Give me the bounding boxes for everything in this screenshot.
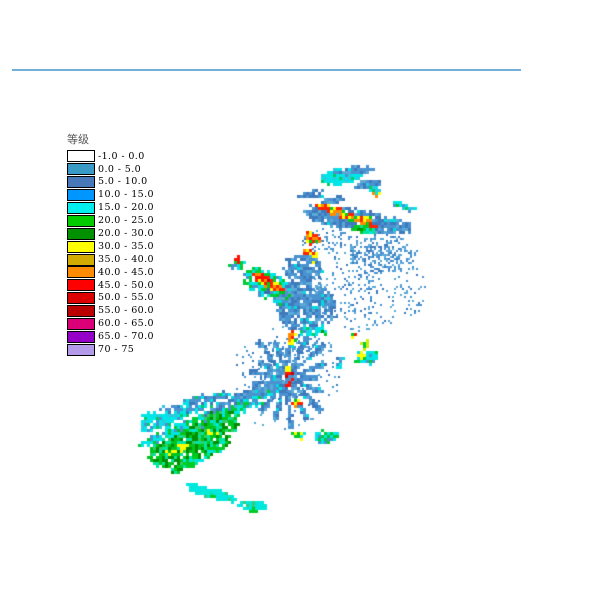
legend-row: 15.0 - 20.0 [67, 202, 154, 215]
legend-row: 70 - 75 [67, 343, 154, 356]
legend-swatch [67, 253, 95, 266]
legend-row: 20.0 - 25.0 [67, 214, 154, 227]
legend-row: 60.0 - 65.0 [67, 318, 154, 331]
legend-row: 50.0 - 55.0 [67, 292, 154, 305]
legend-label: 15.0 - 20.0 [98, 202, 154, 214]
legend-row: 30.0 - 35.0 [67, 240, 154, 253]
legend-row: 40.0 - 45.0 [67, 266, 154, 279]
legend-label: 50.0 - 55.0 [98, 292, 154, 304]
legend-swatch [67, 163, 95, 176]
legend-swatch [67, 189, 95, 202]
legend-swatch [67, 202, 95, 214]
legend-label: 5.0 - 10.0 [98, 176, 148, 188]
legend-label: 60.0 - 65.0 [98, 318, 154, 330]
legend-label: -1.0 - 0.0 [98, 150, 145, 162]
legend-row: 45.0 - 50.0 [67, 279, 154, 292]
legend-row: 55.0 - 60.0 [67, 305, 154, 318]
legend-title: 等级 [67, 133, 89, 146]
legend: 等级 -1.0 - 0.0 0.0 - 5.0 5.0 - 10.0 10.0 - 1… [67, 131, 154, 356]
legend-row: 5.0 - 10.0 [67, 176, 154, 189]
legend-row: 65.0 - 70.0 [67, 330, 154, 343]
legend-label: 10.0 - 15.0 [98, 189, 154, 201]
legend-swatch [67, 279, 95, 292]
legend-row: 20.0 - 30.0 [67, 227, 154, 240]
legend-swatch [67, 176, 95, 189]
legend-swatch [67, 305, 95, 318]
legend-swatch [67, 292, 95, 305]
legend-label: 45.0 - 50.0 [98, 279, 154, 291]
legend-swatch [67, 227, 95, 240]
legend-label: 20.0 - 30.0 [98, 228, 154, 240]
legend-row: -1.0 - 0.0 [67, 150, 154, 163]
legend-label: 65.0 - 70.0 [98, 331, 154, 343]
legend-label: 20.0 - 25.0 [98, 215, 154, 227]
legend-label: 0.0 - 5.0 [98, 163, 142, 175]
legend-swatch [67, 214, 95, 227]
legend-label: 35.0 - 40.0 [98, 253, 154, 265]
legend-label: 55.0 - 60.0 [98, 305, 154, 317]
legend-row: 35.0 - 40.0 [67, 253, 154, 266]
legend-row: 10.0 - 15.0 [67, 189, 154, 202]
legend-label: 70 - 75 [98, 344, 135, 356]
legend-rows: -1.0 - 0.0 0.0 - 5.0 5.0 - 10.0 10.0 - 15.0… [67, 150, 154, 356]
legend-swatch [67, 240, 95, 253]
legend-swatch [67, 318, 95, 331]
legend-label: 30.0 - 35.0 [98, 240, 154, 252]
legend-swatch [67, 266, 95, 279]
legend-swatch [67, 343, 95, 356]
legend-row: 0.0 - 5.0 [67, 163, 154, 176]
legend-swatch [67, 150, 95, 163]
legend-swatch [67, 330, 95, 343]
legend-label: 40.0 - 45.0 [98, 266, 154, 278]
